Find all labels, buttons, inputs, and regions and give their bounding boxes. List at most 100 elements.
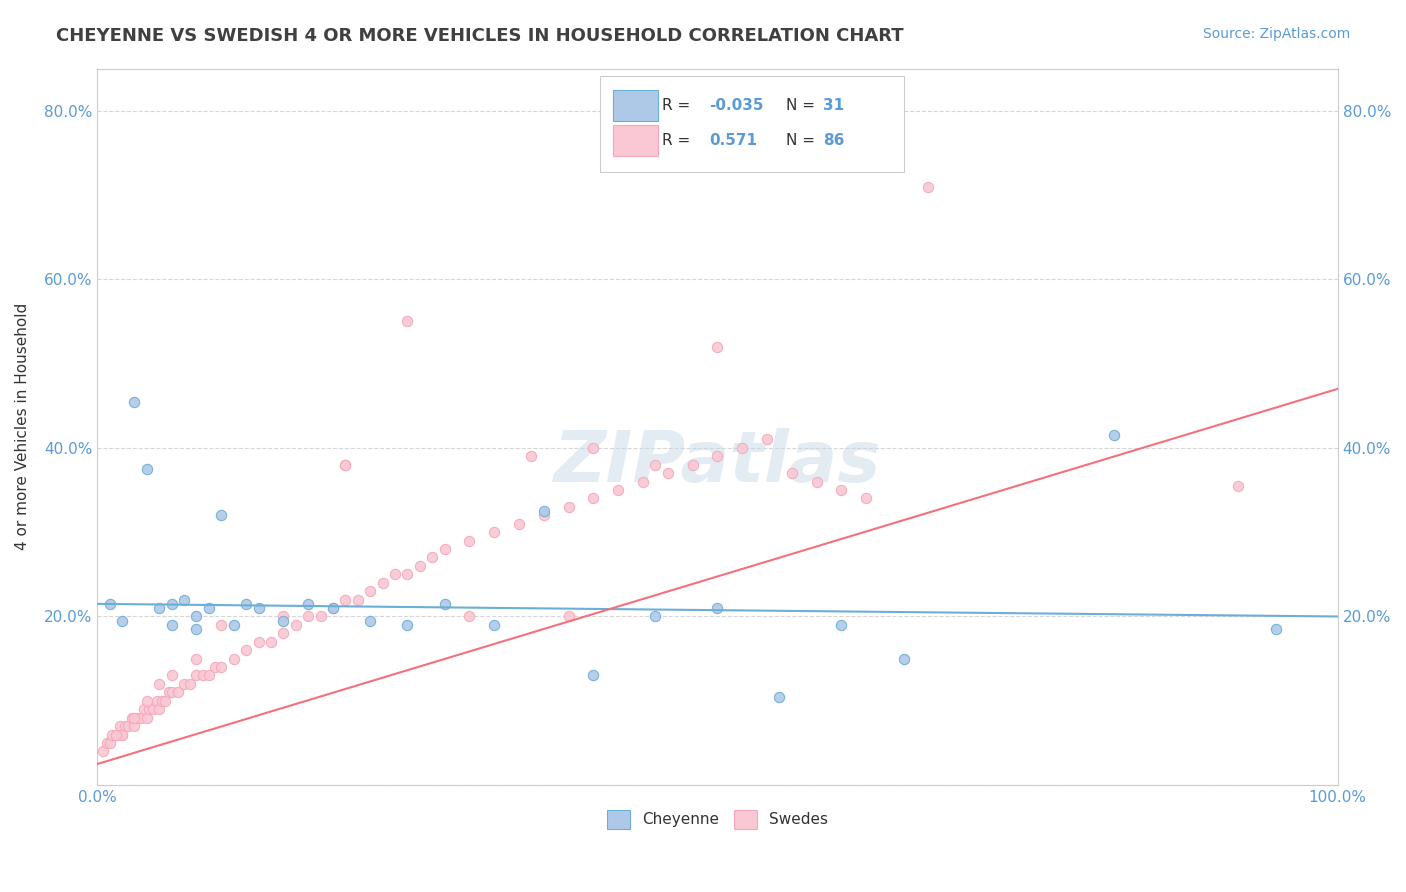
Point: [148, 677, 170, 691]
Point: [830, 618, 852, 632]
Point: [458, 609, 481, 624]
Point: [271, 614, 294, 628]
Point: [260, 634, 283, 648]
Point: [271, 609, 294, 624]
Point: [129, 711, 152, 725]
Point: [1104, 428, 1126, 442]
Point: [160, 685, 183, 699]
Point: [191, 668, 214, 682]
Point: [135, 711, 157, 725]
Text: N =: N =: [786, 133, 814, 148]
Point: [409, 558, 432, 573]
Point: [198, 668, 221, 682]
Point: [198, 601, 221, 615]
Point: [756, 433, 779, 447]
Point: [644, 458, 666, 472]
Point: [173, 592, 195, 607]
Point: [111, 614, 134, 628]
Point: [1227, 479, 1250, 493]
Point: [297, 597, 319, 611]
Point: [582, 668, 605, 682]
Point: [135, 462, 157, 476]
Point: [396, 314, 419, 328]
Point: [371, 575, 394, 590]
Point: [271, 626, 294, 640]
Point: [222, 651, 245, 665]
Point: [520, 450, 543, 464]
Point: [433, 597, 456, 611]
Text: 0.571: 0.571: [709, 133, 756, 148]
Text: N =: N =: [786, 97, 814, 112]
Point: [134, 702, 156, 716]
Point: [830, 483, 852, 497]
Point: [359, 584, 381, 599]
Point: [155, 694, 177, 708]
Point: [108, 719, 131, 733]
Point: [508, 516, 530, 531]
Point: [142, 702, 165, 716]
Point: [186, 651, 208, 665]
Point: [309, 609, 332, 624]
Text: 86: 86: [823, 133, 844, 148]
Point: [209, 508, 232, 523]
Point: [582, 441, 605, 455]
Point: [186, 622, 208, 636]
Point: [346, 592, 368, 607]
Point: [322, 601, 344, 615]
Point: [768, 690, 790, 704]
Point: [111, 727, 134, 741]
Point: [384, 567, 406, 582]
Point: [482, 525, 505, 540]
Point: [186, 609, 208, 624]
FancyBboxPatch shape: [599, 76, 904, 172]
Point: [160, 618, 183, 632]
Point: [135, 694, 157, 708]
Point: [533, 504, 555, 518]
Point: [96, 736, 118, 750]
Point: [98, 736, 121, 750]
Legend: Cheyenne, Swedes: Cheyenne, Swedes: [600, 804, 834, 835]
Point: [160, 668, 183, 682]
Point: [148, 702, 170, 716]
Point: [482, 618, 505, 632]
Text: -0.035: -0.035: [709, 97, 763, 112]
Point: [1264, 622, 1286, 636]
Point: [706, 340, 728, 354]
Point: [117, 719, 139, 733]
Point: [607, 483, 630, 497]
Text: R =: R =: [662, 97, 690, 112]
Point: [284, 618, 307, 632]
Point: [335, 458, 357, 472]
Point: [631, 475, 654, 489]
Point: [235, 643, 257, 657]
Point: [706, 450, 728, 464]
Point: [396, 618, 419, 632]
Point: [209, 618, 232, 632]
Point: [235, 597, 257, 611]
Point: [682, 458, 704, 472]
Point: [657, 466, 679, 480]
Point: [104, 727, 127, 741]
Point: [917, 179, 939, 194]
Point: [167, 685, 190, 699]
Point: [148, 601, 170, 615]
Point: [222, 618, 245, 632]
Point: [335, 592, 357, 607]
Point: [247, 634, 270, 648]
Point: [582, 491, 605, 506]
Text: 31: 31: [823, 97, 844, 112]
Point: [101, 727, 124, 741]
FancyBboxPatch shape: [613, 125, 658, 156]
Point: [146, 694, 169, 708]
Point: [893, 651, 915, 665]
Point: [98, 597, 121, 611]
Point: [157, 685, 180, 699]
Point: [644, 609, 666, 624]
Text: Source: ZipAtlas.com: Source: ZipAtlas.com: [1202, 27, 1350, 41]
Point: [186, 668, 208, 682]
Point: [533, 508, 555, 523]
Point: [124, 711, 146, 725]
Point: [150, 694, 173, 708]
Point: [396, 567, 419, 582]
Point: [125, 711, 148, 725]
